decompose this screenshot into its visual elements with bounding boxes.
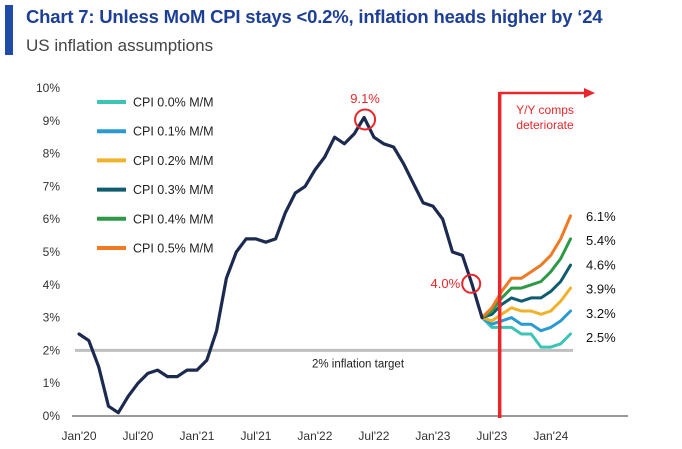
title-accent-bar	[5, 5, 13, 55]
x-tick-label: Jan'24	[533, 429, 568, 443]
projection-line	[480, 309, 572, 333]
y-tick-label: 6%	[43, 212, 61, 226]
y-tick-label: 7%	[43, 179, 61, 193]
x-tick-label: Jul'22	[358, 429, 389, 443]
legend-label: CPI 0.0% M/M	[133, 96, 214, 110]
x-tick-label: Jan'20	[62, 429, 97, 443]
end-value-label: 4.6%	[586, 257, 616, 272]
y-tick-label: 9%	[43, 114, 61, 128]
y-tick-label: 5%	[43, 245, 61, 259]
comps-label: deteriorate	[516, 118, 574, 132]
projection-line	[480, 263, 572, 320]
x-tick-label: Jul'23	[476, 429, 507, 443]
end-value-label: 5.4%	[586, 233, 616, 248]
end-value-label: 3.9%	[586, 282, 616, 297]
y-tick-label: 1%	[43, 376, 61, 390]
peak-marker-circle	[354, 108, 377, 131]
comps-label: Y/Y comps	[516, 103, 574, 117]
projection-line	[480, 237, 572, 320]
projection-line	[480, 286, 572, 323]
chart-title: Chart 7: Unless MoM CPI stays <0.2%, inf…	[26, 6, 603, 27]
y-tick-label: 8%	[43, 147, 61, 161]
target-line-label: 2% inflation target	[312, 358, 405, 370]
projection-line	[480, 214, 572, 320]
x-tick-label: Jan'22	[297, 429, 332, 443]
x-tick-label: Jul'20	[122, 429, 153, 443]
y-tick-label: 4%	[43, 278, 61, 292]
x-tick-label: Jan'23	[415, 429, 450, 443]
legend-label: CPI 0.4% M/M	[133, 212, 214, 226]
end-value-label: 2.5%	[586, 330, 616, 345]
legend-label: CPI 0.2% M/M	[133, 154, 214, 168]
x-tick-label: Jan'21	[179, 429, 214, 443]
x-tick-label: Jul'21	[240, 429, 271, 443]
latest-marker-circle	[461, 273, 482, 294]
legend-label: CPI 0.1% M/M	[133, 125, 214, 139]
chart-subtitle: US inflation assumptions	[26, 36, 214, 55]
y-tick-label: 3%	[43, 311, 61, 325]
y-tick-label: 2%	[43, 343, 61, 357]
end-value-label: 6.1%	[586, 209, 616, 224]
legend-label: CPI 0.3% M/M	[133, 183, 214, 197]
legend-label: CPI 0.5% M/M	[133, 242, 214, 256]
latest-annotation-label: 4.0%	[431, 276, 461, 291]
history-line	[77, 115, 484, 415]
end-value-label: 3.2%	[586, 306, 616, 321]
y-tick-label: 0%	[43, 409, 61, 423]
comps-arrow-head	[584, 88, 595, 98]
projection-line	[480, 316, 572, 349]
peak-annotation-label: 9.1%	[350, 91, 380, 106]
y-tick-label: 10%	[36, 81, 60, 95]
